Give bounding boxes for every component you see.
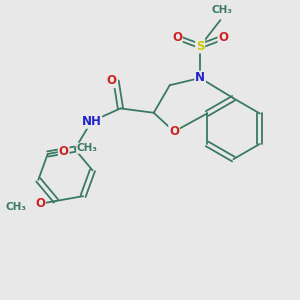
Text: O: O <box>107 74 117 87</box>
Text: CH₃: CH₃ <box>6 202 27 212</box>
Text: O: O <box>58 145 69 158</box>
Text: O: O <box>218 31 228 44</box>
Text: O: O <box>35 197 45 210</box>
Text: CH₃: CH₃ <box>77 143 98 153</box>
Text: N: N <box>195 71 205 85</box>
Text: CH₃: CH₃ <box>212 5 233 15</box>
Text: NH: NH <box>82 115 101 128</box>
Text: O: O <box>172 31 182 44</box>
Text: O: O <box>169 125 179 138</box>
Text: S: S <box>196 40 204 52</box>
